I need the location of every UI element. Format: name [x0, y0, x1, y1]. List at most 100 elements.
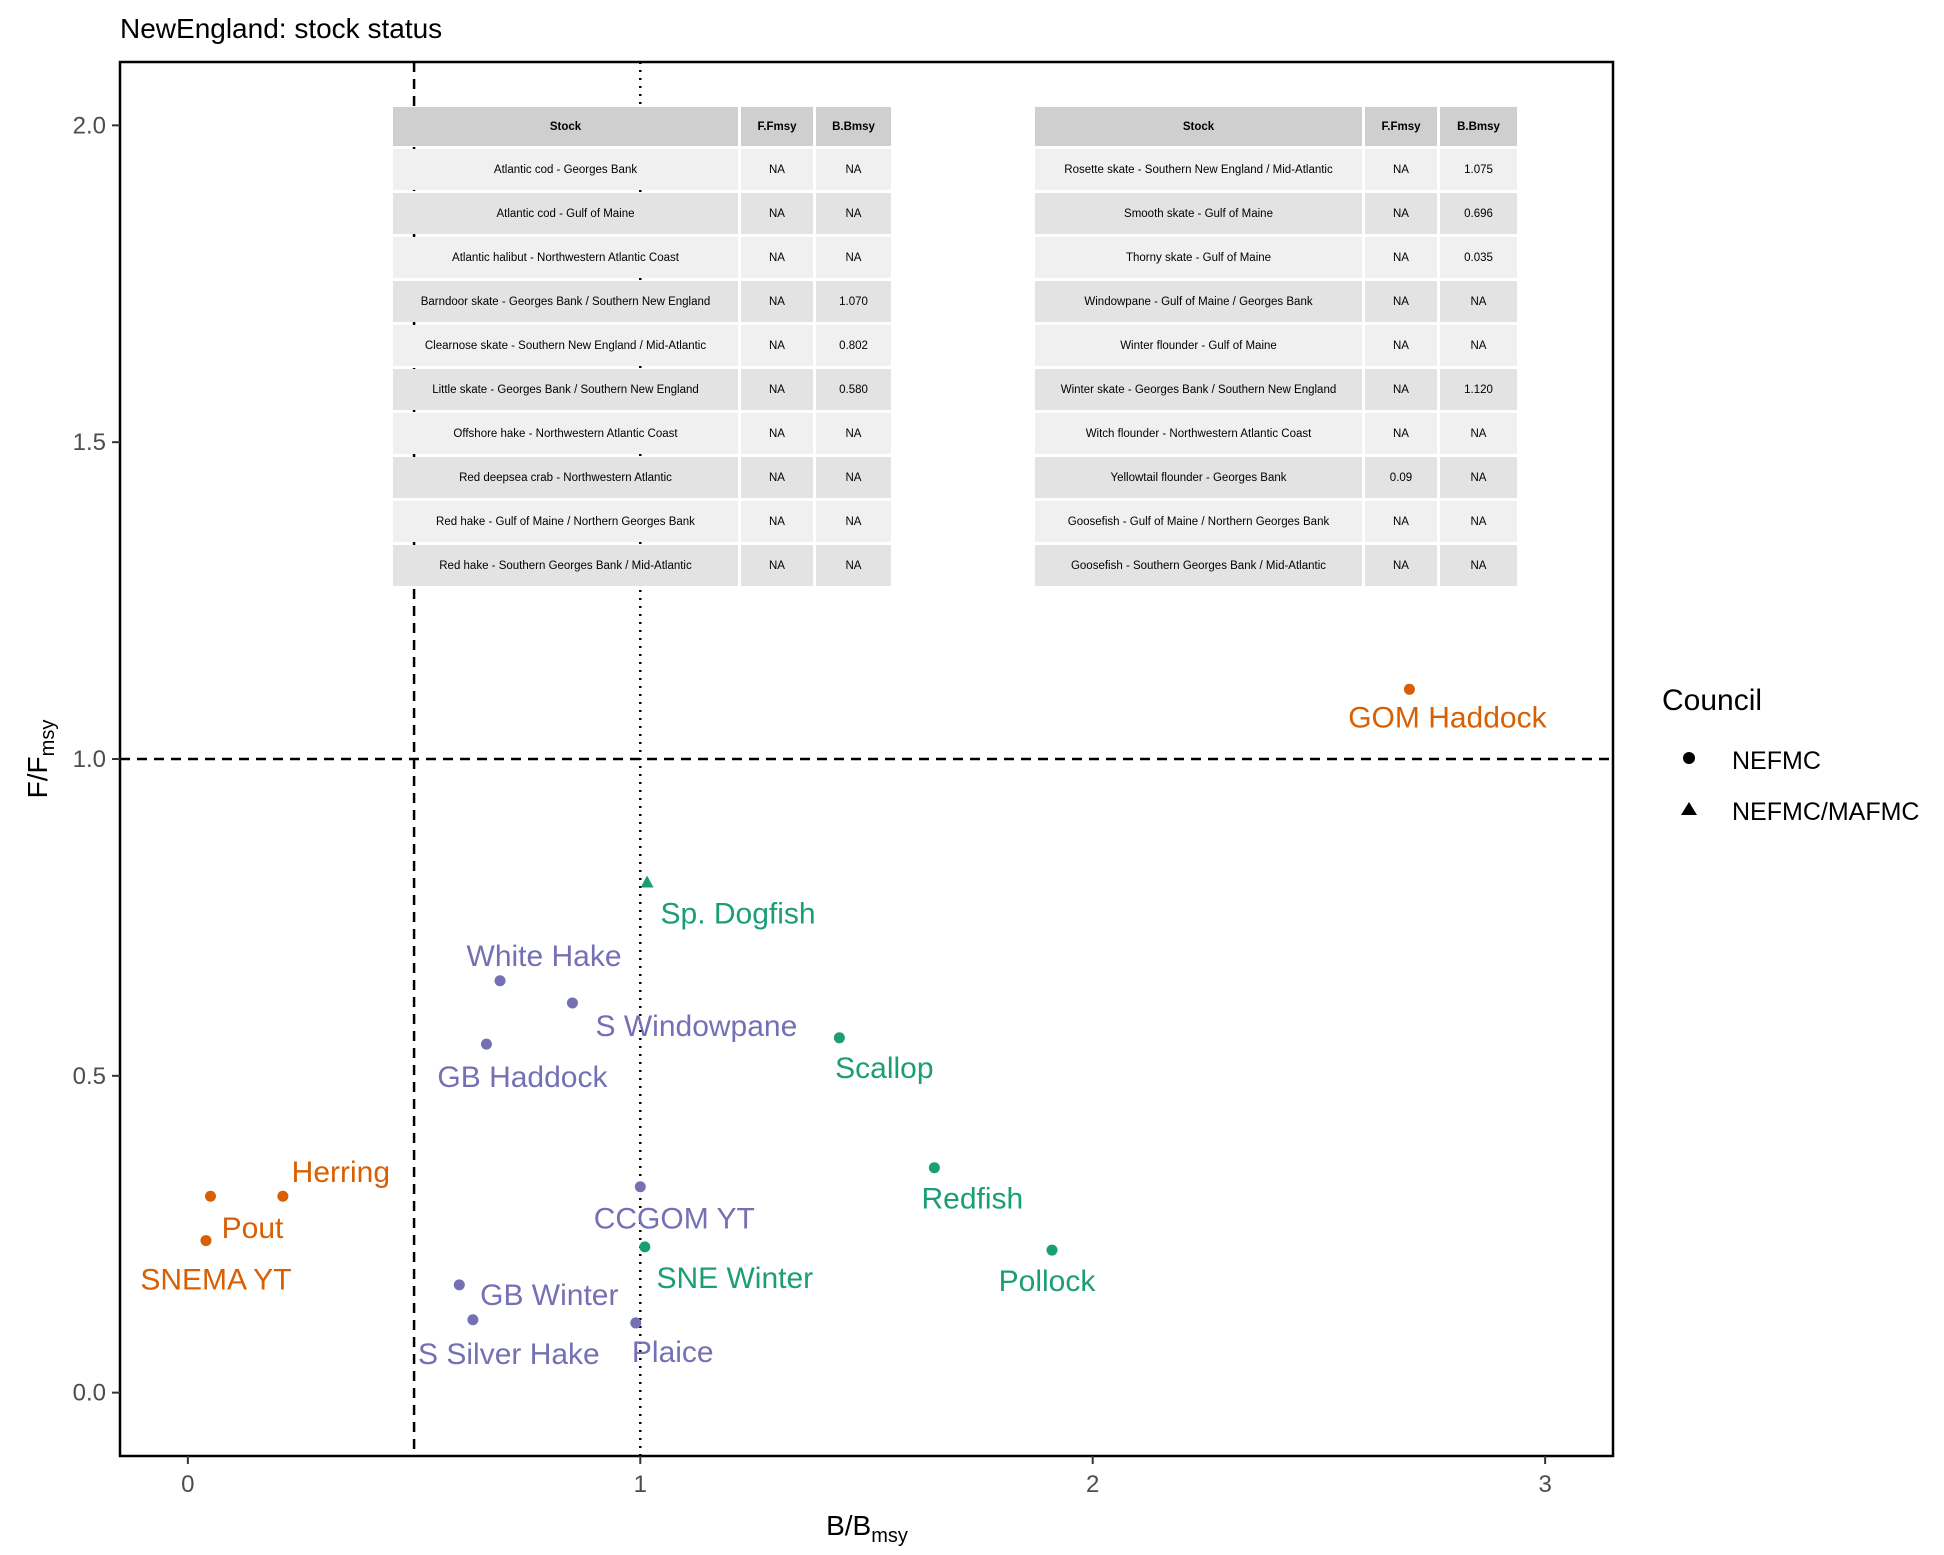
y-axis-title-base: F [22, 756, 53, 773]
table-row: Little skate - Georges Bank / Southern N… [393, 369, 891, 410]
point-pout [204, 1190, 216, 1202]
point-label-gom-haddock: GOM Haddock [1348, 701, 1547, 734]
table-row: Red deepsea crab - Northwestern Atlantic… [393, 457, 891, 498]
table-row: Goosefish - Southern Georges Bank / Mid-… [1035, 545, 1517, 586]
cell-stock: Winter flounder - Gulf of Maine [1035, 325, 1362, 366]
cell-b-bmsy: NA [1440, 457, 1517, 498]
point-label-scallop: Scallop [835, 1052, 933, 1085]
table-row: Rosette skate - Southern New England / M… [1035, 149, 1517, 190]
cell-f-fmsy: NA [741, 281, 813, 322]
table-header-row: Stock F.Fmsy B.Bmsy [393, 107, 891, 146]
cell-f-fmsy: NA [1365, 369, 1437, 410]
cell-stock: Goosefish - Gulf of Maine / Northern Geo… [1035, 501, 1362, 542]
table-row: Thorny skate - Gulf of Maine NA 0.035 [1035, 237, 1517, 278]
cell-b-bmsy: NA [1440, 281, 1517, 322]
table-row: Barndoor skate - Georges Bank / Southern… [393, 281, 891, 322]
table-row: Offshore hake - Northwestern Atlantic Co… [393, 413, 891, 454]
x-axis-title-main: B [826, 1510, 845, 1541]
cell-b-bmsy: NA [816, 501, 891, 542]
data-points [200, 683, 1415, 1329]
cell-f-fmsy: NA [741, 237, 813, 278]
point-herring [277, 1190, 289, 1202]
cell-b-bmsy: NA [816, 413, 891, 454]
point-label-gb-winter: GB Winter [480, 1279, 618, 1312]
stock-table-right: Stock F.Fmsy B.Bmsy Rosette skate - Sout… [1032, 104, 1520, 589]
header-stock: Stock [393, 107, 738, 146]
point-label-plaice: Plaice [632, 1336, 714, 1369]
cell-b-bmsy: 0.802 [816, 325, 891, 366]
point-gb-winter [453, 1279, 465, 1291]
header-b-bmsy: B.Bmsy [816, 107, 891, 146]
stock-table-left: Stock F.Fmsy B.Bmsy Atlantic cod - Georg… [390, 104, 894, 589]
y-axis-title-sub: msy [37, 720, 59, 757]
legend: Council NEFMC NEFMC/MAFMC [1662, 684, 1919, 826]
cell-f-fmsy: NA [1365, 193, 1437, 234]
x-axis-title-slash: / [845, 1510, 853, 1541]
cell-stock: Yellowtail flounder - Georges Bank [1035, 457, 1362, 498]
point-label-redfish: Redfish [922, 1183, 1024, 1216]
cell-f-fmsy: NA [741, 369, 813, 410]
cell-stock: Atlantic cod - Gulf of Maine [393, 193, 738, 234]
cell-b-bmsy: 1.075 [1440, 149, 1517, 190]
cell-f-fmsy: NA [1365, 149, 1437, 190]
cell-stock: Rosette skate - Southern New England / M… [1035, 149, 1362, 190]
y-tick-label: 1.0 [73, 746, 106, 773]
cell-b-bmsy: 0.580 [816, 369, 891, 410]
y-axis-title-slash: / [22, 773, 53, 781]
table-row: Yellowtail flounder - Georges Bank 0.09 NA [1035, 457, 1517, 498]
cell-f-fmsy: NA [1365, 325, 1437, 366]
point-sne-winter [639, 1241, 651, 1253]
point-snema-yt [200, 1235, 212, 1247]
header-stock: Stock [1035, 107, 1362, 146]
cell-stock: Witch flounder - Northwestern Atlantic C… [1035, 413, 1362, 454]
cell-stock: Red hake - Gulf of Maine / Northern Geor… [393, 501, 738, 542]
cell-stock: Little skate - Georges Bank / Southern N… [393, 369, 738, 410]
cell-stock: Red hake - Southern Georges Bank / Mid-A… [393, 545, 738, 586]
table-row: Atlantic cod - Georges Bank NA NA [393, 149, 891, 190]
cell-f-fmsy: NA [741, 413, 813, 454]
x-axis-title-base: B [853, 1510, 872, 1541]
x-axis-title-sub: msy [871, 1525, 908, 1547]
cell-stock: Smooth skate - Gulf of Maine [1035, 193, 1362, 234]
point-gom-haddock [1403, 683, 1415, 695]
header-f-fmsy: F.Fmsy [1365, 107, 1437, 146]
legend-key-circle [1683, 752, 1695, 764]
axes: 0 1 2 3 0.0 0.5 1.0 1.5 2.0 [73, 112, 1552, 1498]
y-tick-label: 2.0 [73, 112, 106, 139]
point-s-windowpane [566, 997, 578, 1009]
point-label-snema-yt: SNEMA YT [140, 1264, 291, 1297]
point-label-herring: Herring [292, 1156, 390, 1189]
cell-f-fmsy: NA [1365, 281, 1437, 322]
cell-stock: Atlantic cod - Georges Bank [393, 149, 738, 190]
cell-b-bmsy: 0.035 [1440, 237, 1517, 278]
cell-f-fmsy: NA [741, 457, 813, 498]
legend-title: Council [1662, 684, 1762, 717]
cell-stock: Offshore hake - Northwestern Atlantic Co… [393, 413, 738, 454]
point-label-pollock: Pollock [999, 1265, 1097, 1298]
table-row: Red hake - Southern Georges Bank / Mid-A… [393, 545, 891, 586]
cell-b-bmsy: 1.120 [1440, 369, 1517, 410]
cell-stock: Red deepsea crab - Northwestern Atlantic [393, 457, 738, 498]
cell-b-bmsy: NA [1440, 501, 1517, 542]
x-tick-label: 2 [1086, 1471, 1099, 1498]
table-row: Witch flounder - Northwestern Atlantic C… [1035, 413, 1517, 454]
point-ccgom-yt [634, 1181, 646, 1193]
table-row: Atlantic cod - Gulf of Maine NA NA [393, 193, 891, 234]
header-f-fmsy: F.Fmsy [741, 107, 813, 146]
cell-stock: Winter skate - Georges Bank / Southern N… [1035, 369, 1362, 410]
cell-f-fmsy: NA [741, 545, 813, 586]
table-header-row: Stock F.Fmsy B.Bmsy [1035, 107, 1517, 146]
point-gb-haddock [480, 1038, 492, 1050]
point-label-white-hake: White Hake [467, 940, 622, 973]
point-pollock [1046, 1244, 1058, 1256]
header-b-bmsy: B.Bmsy [1440, 107, 1517, 146]
cell-f-fmsy: NA [741, 325, 813, 366]
cell-b-bmsy: NA [816, 193, 891, 234]
cell-stock: Windowpane - Gulf of Maine / Georges Ban… [1035, 281, 1362, 322]
point-white-hake [494, 975, 506, 987]
cell-b-bmsy: NA [1440, 545, 1517, 586]
table-row: Smooth skate - Gulf of Maine NA 0.696 [1035, 193, 1517, 234]
table-row: Atlantic halibut - Northwestern Atlantic… [393, 237, 891, 278]
cell-f-fmsy: NA [1365, 413, 1437, 454]
